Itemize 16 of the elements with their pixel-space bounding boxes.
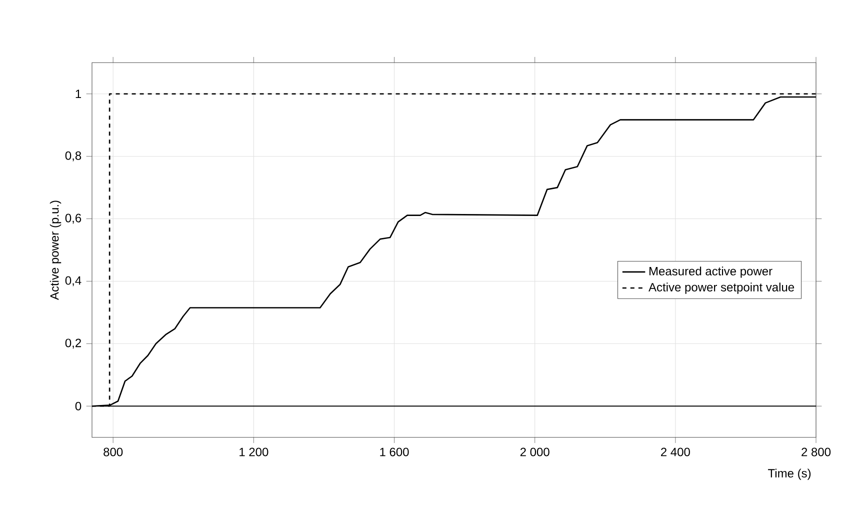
y-tick-label: 1: [76, 90, 82, 98]
y-tick-label: 0: [75, 402, 82, 410]
x-tick-label: 1 600: [380, 448, 409, 456]
x-tick-label: 2 800: [802, 448, 831, 456]
y-tick-label: 0,4: [65, 276, 82, 286]
x-tick-label: 2 400: [661, 448, 690, 456]
x-tick-label: 2 000: [520, 448, 550, 456]
y-tick-label: 0,2: [65, 338, 81, 349]
x-tick-label: 1 200: [240, 448, 268, 456]
x-axis-title: Time (s): [768, 468, 811, 480]
x-tick-label: 800: [104, 448, 123, 456]
y-axis-title: Active power (p.u.): [50, 200, 62, 300]
y-tick-label: 0,6: [65, 214, 82, 224]
y-tick-label: 0,8: [65, 151, 82, 162]
legend-label: Active power setpoint value: [648, 282, 794, 294]
legend-label: Measured active power: [650, 266, 772, 278]
